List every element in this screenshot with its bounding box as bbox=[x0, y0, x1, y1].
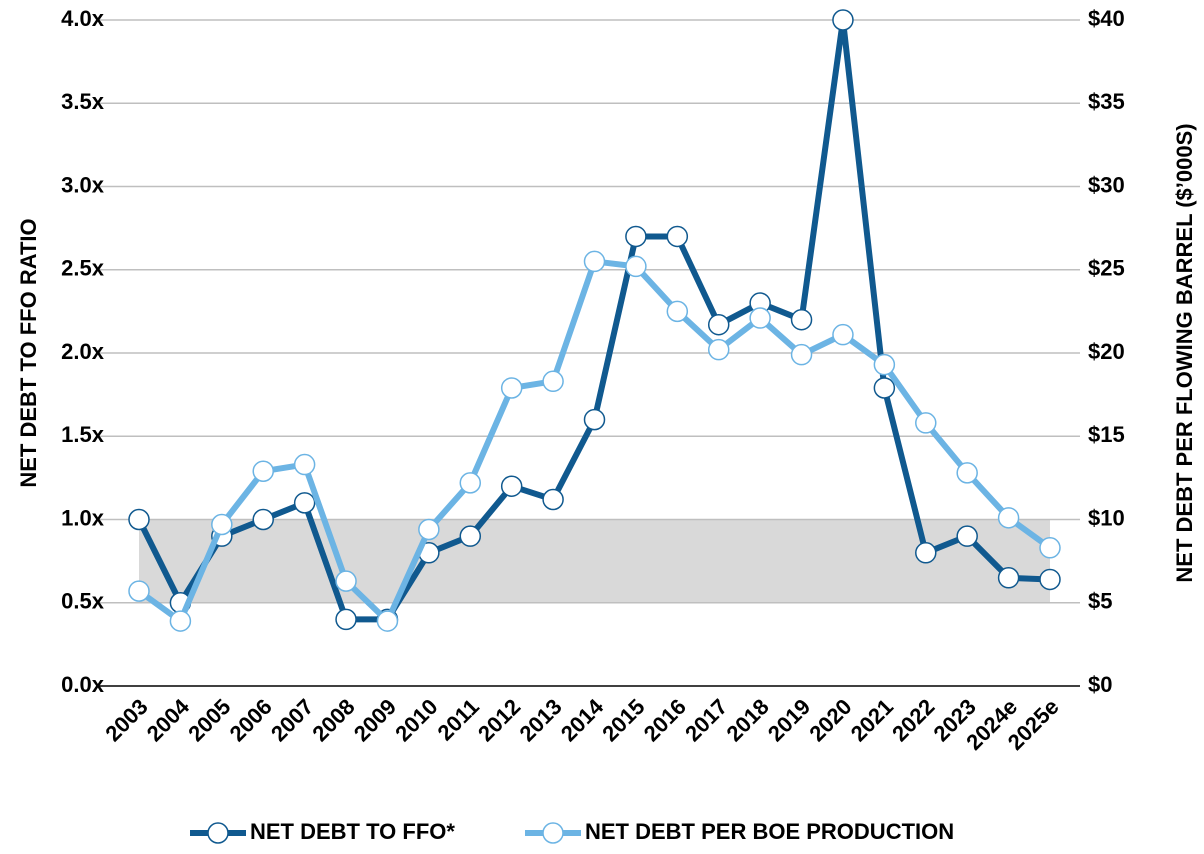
x-tick-label: 2005 bbox=[183, 694, 235, 746]
y2-tick-label: $25 bbox=[1088, 256, 1125, 281]
x-tick-label: 2006 bbox=[225, 694, 277, 746]
series-marker bbox=[915, 412, 937, 434]
y-tick-label: 4.0x bbox=[61, 6, 105, 31]
x-tick-label: 2004 bbox=[142, 693, 195, 746]
series-marker bbox=[128, 580, 150, 602]
y-tick-label: 3.5x bbox=[61, 89, 105, 114]
x-tick-label: 2022 bbox=[887, 694, 939, 746]
y-tick-label: 0.0x bbox=[61, 672, 105, 697]
y-tick-label: 2.0x bbox=[61, 339, 105, 364]
series-marker bbox=[293, 492, 316, 514]
x-tick-label: 2010 bbox=[390, 694, 442, 746]
series-marker bbox=[1039, 568, 1061, 591]
series-marker bbox=[500, 475, 523, 497]
x-tick-label: 2016 bbox=[639, 694, 691, 746]
series-marker bbox=[459, 525, 482, 547]
series-marker bbox=[252, 508, 274, 531]
series-marker bbox=[169, 610, 192, 632]
series-marker bbox=[956, 525, 978, 547]
series-marker bbox=[790, 308, 813, 331]
series-marker bbox=[625, 225, 647, 248]
series-marker bbox=[583, 408, 606, 431]
x-tick-label: 2013 bbox=[514, 694, 566, 746]
series-marker bbox=[252, 460, 274, 482]
legend-marker bbox=[542, 822, 564, 844]
y2-axis-title: NET DEBT PER FLOWING BARREL ($’000S) bbox=[1172, 123, 1197, 582]
series-marker bbox=[211, 513, 233, 536]
x-tick-label: 2003 bbox=[100, 694, 152, 746]
series-marker bbox=[418, 518, 440, 541]
series-marker bbox=[873, 377, 896, 399]
y-axis-title: NET DEBT TO FFO RATIO bbox=[16, 218, 41, 487]
series-marker bbox=[915, 542, 937, 564]
series-marker bbox=[956, 462, 978, 484]
series-marker bbox=[500, 377, 523, 399]
series-marker bbox=[335, 608, 357, 631]
series-marker bbox=[459, 472, 482, 494]
series-marker bbox=[542, 488, 564, 511]
x-tick-label: 2019 bbox=[763, 694, 815, 746]
series-marker bbox=[997, 567, 1020, 589]
y-tick-label: 2.5x bbox=[61, 256, 105, 281]
x-tick-label: 2021 bbox=[846, 694, 898, 746]
series-marker bbox=[293, 453, 316, 476]
x-tick-label: 2015 bbox=[597, 694, 649, 746]
series-marker bbox=[790, 343, 813, 366]
series-marker bbox=[376, 610, 399, 632]
x-tick-label: 2018 bbox=[721, 694, 773, 746]
x-tick-label: 2012 bbox=[473, 694, 525, 746]
series-marker bbox=[625, 255, 647, 278]
series-marker bbox=[666, 225, 689, 248]
y2-tick-label: $35 bbox=[1088, 89, 1125, 114]
series-marker bbox=[335, 570, 357, 592]
series-marker bbox=[873, 353, 896, 376]
y2-tick-label: $10 bbox=[1088, 505, 1125, 530]
y2-tick-label: $30 bbox=[1088, 172, 1125, 197]
y-tick-label: 1.5x bbox=[61, 422, 105, 447]
x-tick-label: 2017 bbox=[680, 694, 732, 746]
series-marker bbox=[707, 338, 730, 361]
legend-label: NET DEBT PER BOE PRODUCTION bbox=[585, 819, 954, 844]
x-tick-label: 2007 bbox=[266, 694, 318, 746]
shaded-band bbox=[139, 519, 1050, 603]
series-marker bbox=[997, 507, 1020, 529]
legend-marker bbox=[207, 822, 229, 844]
x-tick-label: 2009 bbox=[349, 694, 401, 746]
series-marker bbox=[583, 250, 606, 273]
y-tick-label: 3.0x bbox=[61, 172, 105, 197]
y2-tick-label: $5 bbox=[1088, 589, 1112, 614]
series-marker bbox=[749, 307, 771, 329]
series-marker bbox=[542, 370, 564, 393]
y2-tick-label: $0 bbox=[1088, 672, 1112, 697]
x-tick-label: 2014 bbox=[556, 693, 609, 746]
y-tick-label: 1.0x bbox=[61, 505, 105, 530]
y-tick-label: 0.5x bbox=[61, 589, 105, 614]
x-tick-label: 2011 bbox=[432, 694, 483, 745]
y2-tick-label: $40 bbox=[1088, 6, 1125, 31]
series-marker bbox=[128, 508, 150, 531]
y2-tick-label: $20 bbox=[1088, 339, 1125, 364]
series-marker bbox=[666, 300, 689, 323]
series-marker bbox=[832, 323, 854, 346]
x-tick-label: 2008 bbox=[307, 694, 359, 746]
series-marker bbox=[832, 9, 854, 31]
legend-label: NET DEBT TO FFO* bbox=[250, 819, 455, 844]
series-marker bbox=[1039, 537, 1061, 559]
x-tick-label: 2020 bbox=[804, 694, 856, 746]
series-marker bbox=[707, 313, 730, 336]
y2-tick-label: $15 bbox=[1088, 422, 1125, 447]
